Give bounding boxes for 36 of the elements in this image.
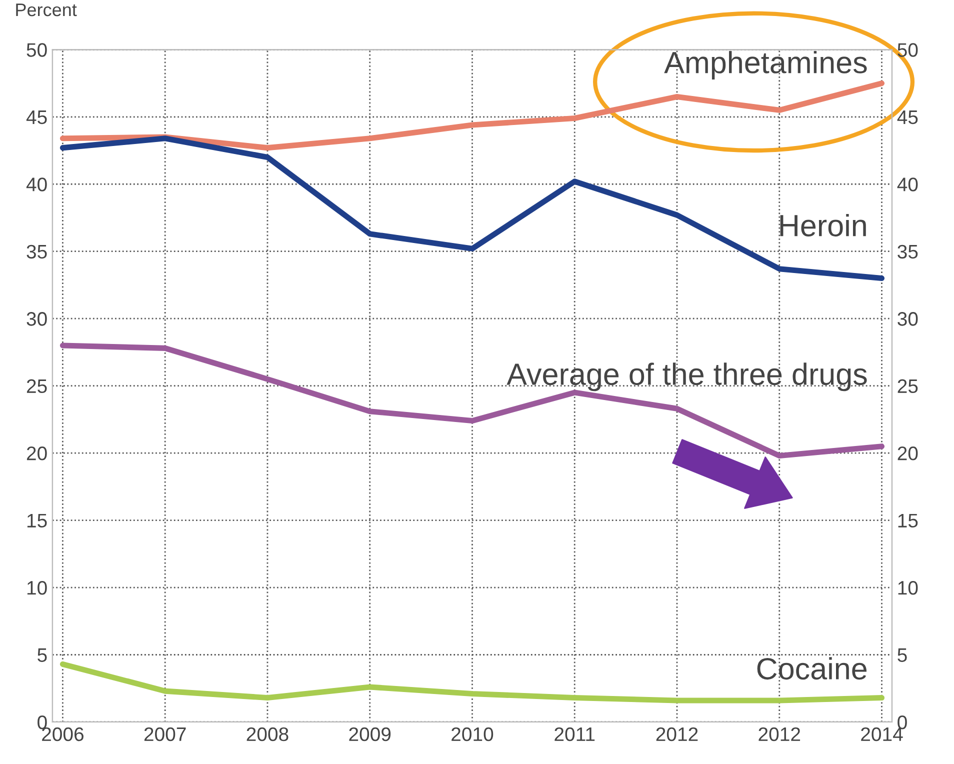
y-tick-label: 50 bbox=[26, 43, 47, 57]
x-tick-label: 2011 bbox=[554, 727, 595, 742]
y-tick-label: 0 bbox=[38, 715, 47, 730]
y-tick-label: 10 bbox=[27, 580, 47, 595]
y-tick-label: 15 bbox=[27, 514, 47, 528]
y2-tick-label: 15 bbox=[898, 514, 918, 528]
y-tick-label: 20 bbox=[26, 446, 47, 460]
y2-tick-label: 40 bbox=[897, 178, 918, 192]
y-tick-label: 25 bbox=[26, 379, 47, 394]
x-tick-label: 2007 bbox=[144, 727, 186, 742]
x-tick-label: 2012 bbox=[758, 727, 800, 742]
y-tick-label: 5 bbox=[38, 648, 47, 662]
y2-tick-label: 0 bbox=[898, 715, 907, 730]
x-tick-label: 2008 bbox=[246, 727, 288, 742]
x-tick-label: 2009 bbox=[349, 727, 391, 742]
y-axis-title: Percent bbox=[16, 4, 77, 16]
y2-tick-label: 35 bbox=[898, 244, 918, 259]
y2-tick-label: 10 bbox=[898, 580, 918, 595]
y2-tick-label: 25 bbox=[898, 379, 918, 394]
x-tick-label: 2010 bbox=[452, 727, 494, 742]
y2-tick-label: 30 bbox=[898, 312, 918, 326]
y-tick-label: 35 bbox=[26, 244, 47, 259]
series-label: Amphetamines bbox=[664, 50, 867, 80]
y2-tick-label: 20 bbox=[898, 446, 918, 460]
x-tick-label: 2012 bbox=[656, 727, 698, 742]
series-label: Heroin bbox=[780, 214, 866, 236]
x-tick-label: 2006 bbox=[42, 727, 84, 742]
series-label: Cocaine bbox=[757, 657, 867, 680]
series-label: Average of the three drugs bbox=[506, 362, 867, 392]
y2-tick-label: 50 bbox=[898, 43, 918, 57]
y2-tick-label: 5 bbox=[898, 648, 907, 662]
x-tick-label: 2014 bbox=[861, 727, 903, 742]
y-tick-label: 45 bbox=[26, 110, 47, 124]
y-tick-label: 30 bbox=[26, 312, 47, 326]
y-tick-label: 40 bbox=[26, 178, 47, 192]
y2-tick-label: 45 bbox=[897, 110, 918, 124]
